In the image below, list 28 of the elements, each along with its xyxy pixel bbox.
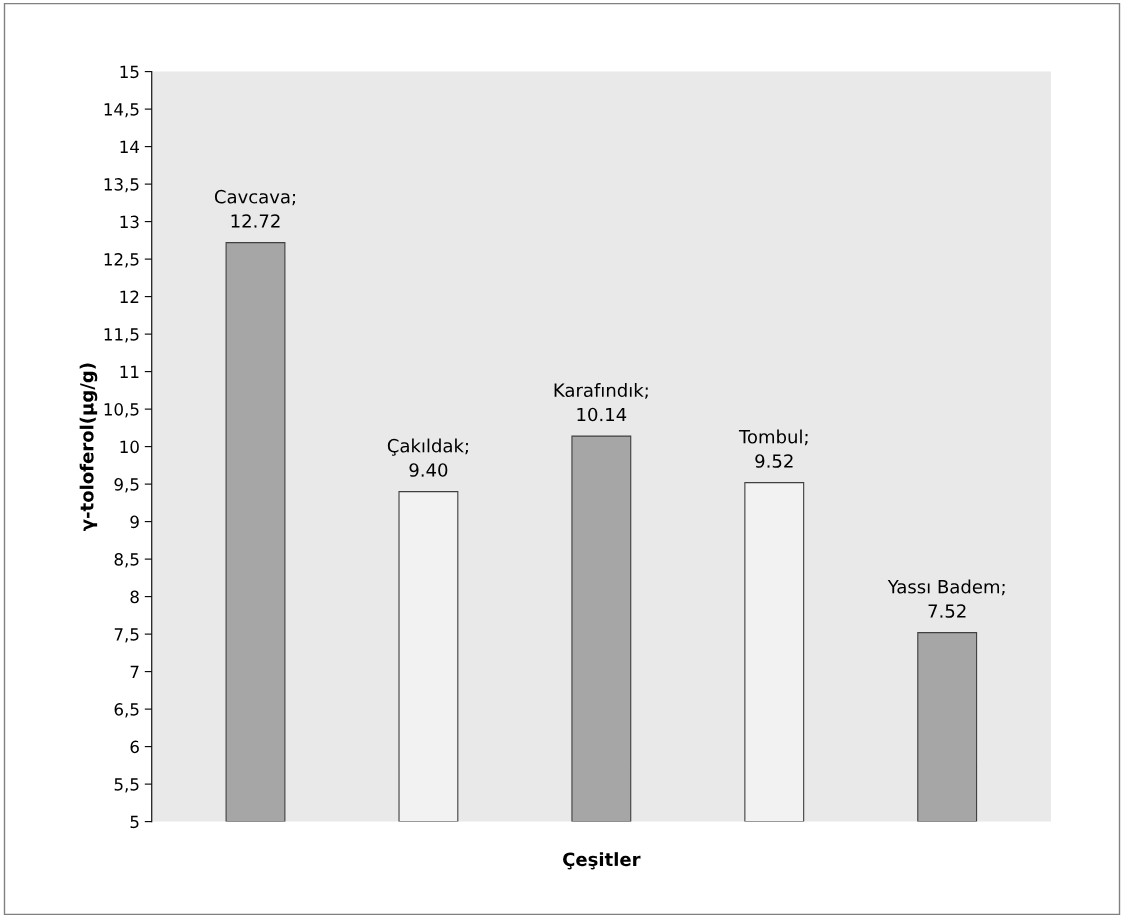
y-tick-label: 15 (120, 65, 139, 79)
y-tick-label: 10 (120, 440, 139, 454)
y-tick-label: 12,5 (104, 253, 139, 268)
y-tick-label: 5,5 (114, 778, 139, 793)
y-tick-label: 6 (130, 740, 139, 754)
data-label: Yassı Badem; 7.52 (887, 579, 1005, 618)
y-tick-label: 11 (120, 365, 139, 378)
y-tick-label: 5 (130, 815, 139, 829)
y-tick-label: 9 (130, 515, 139, 529)
y-tick-label: 6,5 (114, 703, 139, 718)
y-tick-label: 14,5 (104, 103, 139, 118)
y-axis-title: γ-toloferol(µg/g) (79, 363, 98, 531)
y-tick-label: 7 (130, 665, 139, 678)
y-tick-label: 9,5 (114, 478, 139, 493)
y-tick-label: 8,5 (114, 553, 139, 568)
y-tick-label: 13 (120, 215, 139, 229)
data-label: Çakıldak; 9.40 (387, 438, 468, 477)
data-label: Tombul; 9.52 (738, 429, 808, 468)
data-label: Karafındık; 10.14 (554, 383, 648, 422)
x-axis-title: Çeşitler (563, 852, 641, 870)
y-tick-label: 8 (130, 590, 139, 604)
y-tick-label: 11,5 (104, 328, 139, 343)
y-tick-label: 10,5 (104, 403, 139, 418)
y-tick-label: 14 (120, 140, 139, 153)
y-tick-label: 13,5 (104, 178, 139, 193)
y-tick-label: 7,5 (114, 628, 139, 643)
data-label: Cavcava; 12.72 (214, 189, 295, 228)
y-tick-label: 12 (120, 290, 139, 303)
